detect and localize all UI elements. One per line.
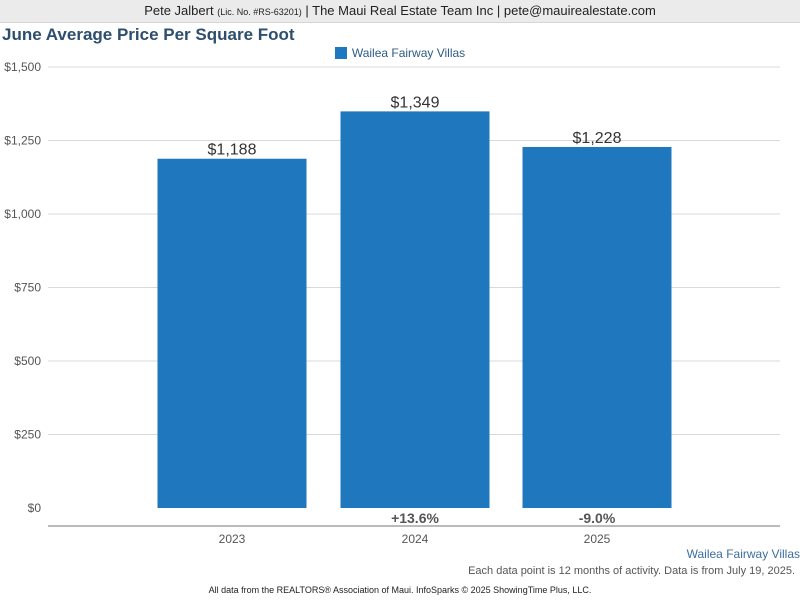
footer-note: Each data point is 12 months of activity… bbox=[468, 565, 795, 577]
y-tick-label: $250 bbox=[14, 428, 41, 442]
bar bbox=[340, 111, 490, 509]
bar bbox=[522, 146, 672, 508]
bar-value-label: $1,228 bbox=[573, 130, 622, 147]
footer-credit: All data from the REALTORS® Association … bbox=[208, 585, 592, 595]
agent-company-email: | The Maui Real Estate Team Inc | pete@m… bbox=[305, 3, 656, 18]
footer-series-label: Wailea Fairway Villas bbox=[686, 547, 800, 561]
agent-header: Pete Jalbert (Lic. No. #RS-63201) | The … bbox=[0, 0, 800, 23]
y-tick-label: $750 bbox=[14, 281, 41, 295]
bar-value-label: $1,349 bbox=[391, 94, 440, 111]
x-tick-label: 2024 bbox=[402, 532, 429, 546]
change-percent-label: -9.0% bbox=[579, 510, 616, 526]
chart-title: June Average Price Per Square Foot bbox=[2, 25, 295, 44]
y-tick-label: $500 bbox=[14, 354, 41, 368]
y-tick-label: $1,250 bbox=[4, 134, 41, 148]
chart-legend[interactable]: Wailea Fairway Villas bbox=[0, 46, 800, 60]
bar bbox=[157, 158, 307, 508]
legend-swatch bbox=[334, 47, 347, 59]
legend-label: Wailea Fairway Villas bbox=[351, 46, 466, 60]
x-tick-label: 2023 bbox=[219, 532, 246, 546]
change-percent-label: +13.6% bbox=[391, 510, 439, 526]
bar-value-label: $1,188 bbox=[208, 142, 257, 159]
agent-name: Pete Jalbert bbox=[144, 3, 214, 18]
license-number: (Lic. No. #RS-63201) bbox=[217, 7, 302, 17]
y-tick-label: $1,000 bbox=[4, 207, 41, 221]
y-tick-label: $1,500 bbox=[4, 60, 41, 74]
x-tick-label: 2025 bbox=[584, 532, 611, 546]
y-tick-label: $0 bbox=[28, 501, 42, 515]
